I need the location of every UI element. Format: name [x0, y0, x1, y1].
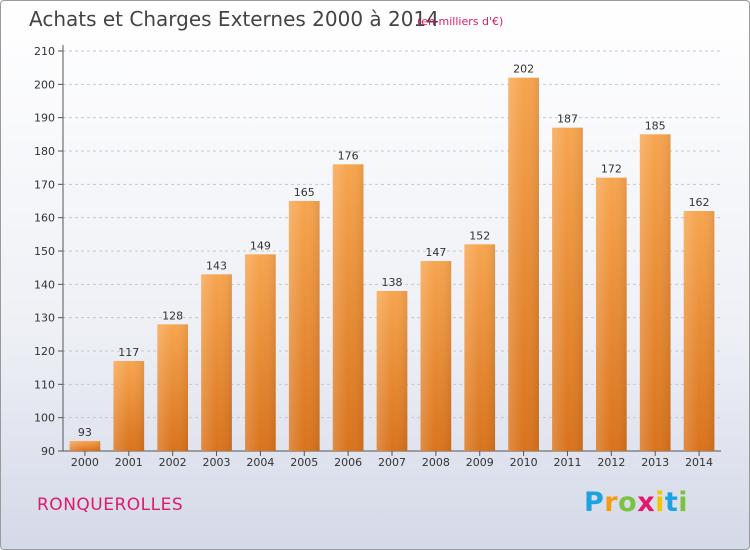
- y-tick-label: 150: [34, 245, 55, 258]
- y-tick-label: 160: [34, 212, 55, 225]
- data-label-2014: 162: [689, 196, 710, 209]
- bar-shade-2011: [552, 127, 583, 452]
- data-label-2009: 152: [469, 229, 490, 242]
- bar-shade-2010: [508, 77, 539, 452]
- y-tick-label: 90: [41, 445, 55, 458]
- bar-shade-2002: [157, 324, 189, 451]
- x-tick-label: 2008: [422, 456, 450, 469]
- logo-letter: x: [637, 487, 656, 518]
- bar-shade-2005: [288, 201, 320, 451]
- y-tick-label: 120: [34, 345, 55, 358]
- data-label-2013: 185: [645, 119, 666, 132]
- bars: [69, 77, 715, 452]
- x-tick-label: 2010: [510, 456, 538, 469]
- y-tick-label: 200: [34, 78, 55, 91]
- x-tick-label: 2009: [466, 456, 494, 469]
- bar-shade-2012: [595, 177, 627, 451]
- city-name: RONQUEROLLES: [37, 495, 184, 515]
- y-tick-label: 140: [34, 278, 55, 291]
- data-label-2002: 128: [162, 309, 183, 322]
- x-tick-label: 2003: [203, 456, 231, 469]
- x-tick-label: 2013: [641, 456, 669, 469]
- logo-letter: i: [678, 487, 689, 518]
- data-label-2011: 187: [557, 113, 578, 126]
- logo-letter: i: [655, 487, 665, 518]
- bar-shade-2003: [201, 274, 232, 451]
- data-label-2010: 202: [513, 63, 534, 76]
- y-tick-label: 210: [34, 45, 55, 58]
- x-tick-label: 2006: [334, 456, 362, 469]
- data-label-2003: 143: [206, 259, 227, 272]
- bar-shade-2013: [639, 134, 671, 452]
- data-label-2000: 93: [78, 426, 92, 439]
- bar-shade-2014: [683, 211, 715, 451]
- x-tick-label: 2004: [246, 456, 274, 469]
- y-tick-label: 110: [34, 378, 55, 391]
- labels: 90 100 110 120 130 140 150 160 170 180 190 200 210 93…: [34, 45, 713, 469]
- x-tick-label: 2007: [378, 456, 406, 469]
- x-tick-label: 2000: [71, 456, 99, 469]
- logo-letter: P: [584, 487, 605, 518]
- logo-letter: t: [664, 487, 679, 518]
- x-tick-label: 2001: [115, 456, 143, 469]
- x-tick-label: 2014: [685, 456, 713, 469]
- y-tick-label: 190: [34, 112, 55, 125]
- data-label-2007: 138: [382, 276, 403, 289]
- bar-shade-2004: [245, 254, 276, 451]
- chart-title: Achats et Charges Externes 2000 à 2014: [29, 7, 439, 31]
- data-label-2012: 172: [601, 163, 622, 176]
- y-tick-label: 130: [34, 312, 55, 325]
- data-label-2005: 165: [294, 186, 315, 199]
- bar-shade-2001: [113, 361, 145, 451]
- x-tick-label: 2011: [553, 456, 581, 469]
- chart-subtitle: (en milliers d'€): [417, 15, 504, 28]
- proxiti-logo: Proxiti: [584, 487, 688, 518]
- data-label-2006: 176: [338, 149, 359, 162]
- bar-shade-2009: [464, 244, 496, 451]
- data-label-2001: 117: [118, 346, 139, 359]
- x-tick-label: 2002: [159, 456, 187, 469]
- bar-shade-2000: [69, 441, 101, 451]
- logo-letter: o: [618, 487, 638, 518]
- bar-shade-2008: [420, 261, 452, 451]
- bar-shade-2007: [376, 291, 408, 451]
- data-label-2008: 147: [425, 246, 446, 259]
- y-tick-label: 170: [34, 178, 55, 191]
- y-tick-label: 100: [34, 412, 55, 425]
- data-label-2004: 149: [250, 239, 271, 252]
- logo-letter: r: [604, 487, 619, 518]
- y-tick-label: 180: [34, 145, 55, 158]
- x-tick-label: 2012: [597, 456, 625, 469]
- x-tick-label: 2005: [290, 456, 318, 469]
- bar-shade-2006: [332, 164, 364, 452]
